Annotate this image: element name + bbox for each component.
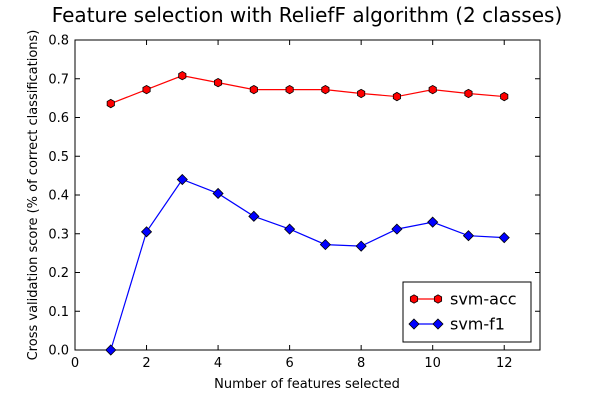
y-tick-label: 0.0 (48, 344, 69, 359)
y-tick-label: 0.1 (48, 305, 69, 320)
data-point-svm-f1 (427, 216, 439, 228)
x-tick-label: 12 (496, 356, 513, 371)
legend-box (402, 281, 532, 343)
data-point-svm-f1 (248, 210, 260, 222)
x-axis-label: Number of features selected (214, 377, 400, 392)
chart-title: Feature selection with ReliefF algorithm… (52, 3, 563, 27)
data-point-svm-acc (357, 88, 366, 99)
data-point-svm-f1 (176, 173, 188, 186)
data-point-svm-f1 (391, 223, 403, 235)
data-point-svm-f1 (319, 239, 331, 251)
x-tick-label: 10 (424, 356, 441, 371)
data-point-svm-acc (106, 98, 115, 109)
data-point-svm-acc (464, 88, 473, 99)
legend-marker-svm-acc (409, 294, 419, 304)
y-tick-label: 0.5 (48, 150, 69, 165)
data-point-svm-acc (321, 84, 330, 95)
legend-marker-svm-f1 (432, 318, 444, 330)
x-tick-label: 8 (357, 356, 365, 371)
data-point-svm-acc (178, 70, 187, 81)
data-point-svm-f1 (355, 240, 367, 252)
data-point-svm-acc (142, 84, 151, 95)
data-point-svm-f1 (498, 232, 510, 244)
legend-marker-svm-f1 (408, 318, 420, 330)
x-tick-label: 6 (285, 356, 293, 371)
data-point-svm-acc (392, 91, 401, 102)
plot-area: 0 2 4 6 8 10 12 0.0 0.1 0.2 0.3 0.4 0.5 0.6 0.7 0.8 (48, 34, 541, 371)
x-tick-label: 4 (214, 356, 222, 371)
x-tick-label: 0 (71, 356, 79, 371)
y-tick-label: 0.8 (48, 34, 69, 49)
x-tick-label: 2 (142, 356, 150, 371)
y-tick-label: 0.2 (48, 266, 69, 281)
legend-marker-svm-acc (433, 294, 443, 304)
y-tick-label: 0.6 (48, 111, 69, 126)
series-line-svm-acc (110, 75, 505, 105)
data-point-svm-acc (428, 84, 437, 95)
legend: svm-acc svm-f1 (402, 281, 532, 343)
y-axis-label: Cross validation score (% of correct cla… (26, 30, 41, 361)
data-point-svm-f1 (462, 230, 475, 242)
series-line-svm-f1 (110, 178, 505, 351)
y-tick-label: 0.3 (48, 227, 69, 242)
data-point-svm-f1 (105, 344, 117, 356)
data-point-svm-acc (500, 91, 509, 102)
data-point-svm-f1 (140, 226, 153, 238)
y-tick-label: 0.4 (48, 189, 69, 204)
legend-label-svm-f1: svm-f1 (450, 315, 505, 334)
legend-label-svm-acc: svm-acc (450, 290, 517, 309)
y-tick-label: 0.7 (48, 72, 69, 87)
data-point-svm-acc (249, 84, 258, 95)
data-point-svm-acc (285, 84, 294, 95)
data-point-svm-f1 (284, 223, 296, 235)
data-point-svm-f1 (212, 187, 224, 200)
data-point-svm-acc (214, 77, 223, 88)
